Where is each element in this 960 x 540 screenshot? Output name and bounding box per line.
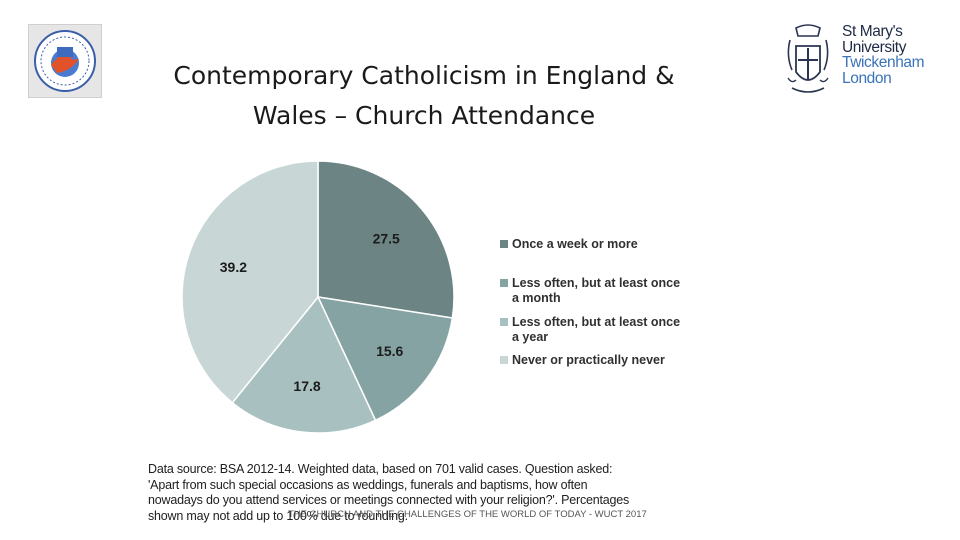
pie-slice-less-often-but-at-least-once-a-month [316, 296, 454, 422]
legend-swatch [500, 240, 508, 248]
legend-label: Once a week or more [512, 237, 638, 251]
pie-slice-never-or-practically-never [181, 160, 319, 404]
source-line: Data source: BSA 2012-14. Weighted data,… [148, 462, 613, 476]
legend-swatch [500, 318, 508, 326]
legend-label: a month [512, 291, 561, 305]
university-name-line4: London [842, 69, 892, 87]
slice-value-label: 15.6 [376, 343, 403, 359]
conference-logo [28, 24, 102, 98]
page-title: Contemporary Catholicism in England & Wa… [120, 56, 728, 136]
legend-label: a year [512, 330, 548, 344]
title-line1: Contemporary Catholicism in England & [173, 61, 675, 90]
legend-swatch [500, 279, 508, 287]
university-name-line1: St Mary's [842, 23, 903, 40]
university-logo: St Mary's University Twickenham London [782, 22, 940, 102]
pie-slice-once-a-week-or-more [317, 160, 455, 319]
university-name-line3: Twickenham [842, 54, 925, 71]
university-name-line2: University [842, 38, 907, 56]
legend-label: Less often, but at least once [512, 276, 680, 290]
slide-footer: THE CHURCH AND THE CHALLENGES OF THE WOR… [288, 509, 647, 520]
legend-label: Less often, but at least once [512, 315, 680, 329]
data-source-note: Data source: BSA 2012-14. Weighted data,… [148, 462, 688, 524]
university-crest-icon [787, 24, 829, 93]
pie-slice-less-often-but-at-least-once-a-year [231, 295, 377, 434]
source-line: shown may not add up to 100% due to roun… [148, 508, 408, 523]
title-line2: Wales – Church Attendance [252, 101, 596, 130]
slice-value-label: 17.8 [293, 378, 320, 394]
globe-dove-logo-icon [34, 30, 96, 92]
slice-value-label: 39.2 [220, 259, 247, 275]
source-line: nowadays do you attend services or meeti… [148, 493, 630, 507]
source-line: 'Apart from such special occasions as we… [148, 477, 588, 492]
legend-label: Never or practically never [512, 353, 665, 367]
slice-value-label: 27.5 [373, 231, 400, 247]
legend-swatch [500, 356, 508, 364]
